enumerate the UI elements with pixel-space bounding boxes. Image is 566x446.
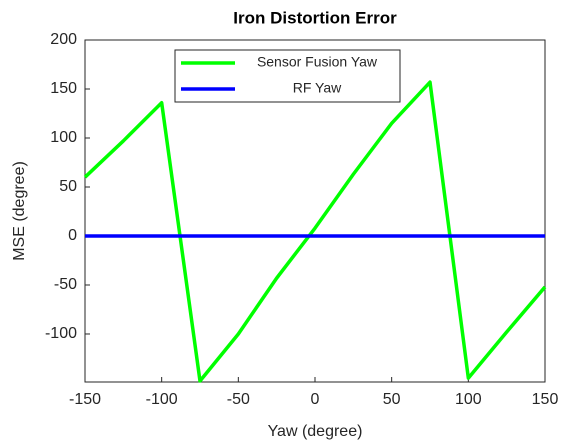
x-tick-label: -100 (146, 391, 178, 408)
x-tick-label: 100 (455, 391, 482, 408)
x-tick-label: 50 (383, 391, 401, 408)
series-line (83, 80, 547, 383)
x-tick-label: 0 (311, 391, 320, 408)
y-tick-label: 200 (50, 31, 77, 48)
legend-box (174, 49, 401, 103)
y-tick-label: -100 (45, 325, 77, 342)
y-axis-label: MSE (degree) (11, 161, 28, 261)
y-tick-label: 50 (59, 178, 77, 195)
x-axis-label: Yaw (degree) (268, 423, 363, 440)
x-tick-label: 150 (532, 391, 559, 408)
y-tick-label: 100 (50, 129, 77, 146)
x-tick-label: -50 (227, 391, 250, 408)
legend-label: Sensor Fusion Yaw (257, 54, 378, 70)
y-tick-label: -50 (54, 276, 77, 293)
legend-label: RF Yaw (293, 80, 342, 96)
y-tick-label: 0 (68, 227, 77, 244)
x-tick-label: -150 (69, 391, 101, 408)
chart-title: Iron Distortion Error (233, 8, 397, 27)
y-tick-label: 150 (50, 80, 77, 97)
